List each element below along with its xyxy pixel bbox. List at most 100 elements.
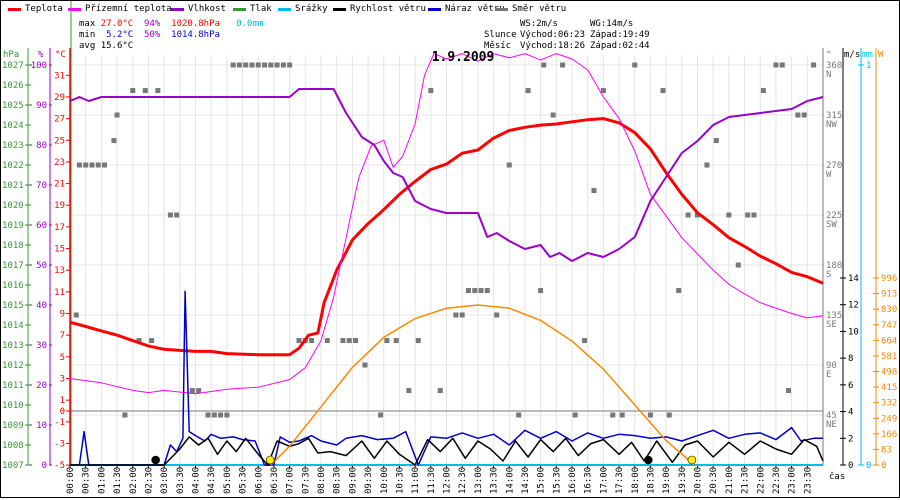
avg-label: avg <box>79 41 96 51</box>
wind-direction-point <box>196 388 202 394</box>
x-tick-label: 09:30 <box>364 467 374 494</box>
humidity-tick-label: 80 <box>36 141 47 151</box>
wind-direction-point <box>428 88 434 94</box>
x-tick-label: 10:00 <box>380 467 390 494</box>
legend-item: Srážky <box>278 4 328 14</box>
legend-swatch <box>8 7 21 11</box>
x-tick-label: 10:30 <box>395 467 405 494</box>
legend-label: Vlhkost <box>188 4 226 14</box>
legend-label: Směr větru <box>512 4 567 14</box>
series-teplota <box>69 117 824 357</box>
wind-direction-point <box>353 338 359 344</box>
x-tick-label: 23:30 <box>803 467 813 494</box>
wind-direction-point <box>189 388 195 394</box>
wind-direction-point <box>230 62 236 68</box>
hpa-tick-label: 1026 <box>2 81 24 91</box>
wind-direction-point <box>296 338 302 344</box>
wind-direction-point <box>478 288 484 294</box>
wind-direction-point <box>95 162 101 168</box>
legend-label: Teplota <box>25 4 63 14</box>
wind-direction-point <box>406 388 412 394</box>
wind-direction-point <box>111 138 117 144</box>
wind-direction-point <box>666 412 672 418</box>
x-tick-label: 15:30 <box>552 467 562 494</box>
solar-tick-label: 747 <box>881 321 897 331</box>
hpa-tick-label: 1009 <box>2 421 24 431</box>
x-tick-label: 21:00 <box>725 467 735 494</box>
x-axis-label: čas <box>829 471 845 482</box>
wind-direction-point <box>525 88 531 94</box>
x-tick-label: 20:30 <box>709 467 719 494</box>
x-tick-label: 00:30 <box>82 467 92 494</box>
x-tick-label: 19:00 <box>662 467 672 494</box>
solar-unit: W <box>878 50 884 60</box>
sunrise-marker <box>265 455 275 465</box>
wind-direction-point <box>494 312 500 318</box>
wind-direction-point <box>600 88 606 94</box>
hpa-tick-label: 1018 <box>2 241 24 251</box>
wind-direction-point <box>236 62 242 68</box>
wind-direction-point <box>760 88 766 94</box>
wind-direction-point <box>255 62 261 68</box>
ws-value: WS:2m/s <box>520 19 558 29</box>
wind-direction-point <box>735 262 741 268</box>
humidity-tick-label: 20 <box>36 381 47 391</box>
x-tick-label: 03:30 <box>176 467 186 494</box>
wind-direction-point <box>695 212 700 218</box>
x-tick-label: 15:00 <box>537 467 547 494</box>
humidity-tick-label: 90 <box>36 101 47 111</box>
direction-compass-label: E <box>826 370 831 380</box>
solar-tick-label: 498 <box>881 368 897 378</box>
temp-tick-label: -3 <box>54 439 65 449</box>
solar-tick-label: 249 <box>881 414 897 424</box>
direction-tick-label: 180 <box>826 261 842 271</box>
wind-direction-point <box>610 412 616 418</box>
series-n-raz-v-tru <box>70 290 823 466</box>
moonrise: Východ:18:26 <box>520 41 586 51</box>
wind-direction-point <box>676 288 682 294</box>
temp-tick-label: 29 <box>54 93 65 103</box>
x-tick-label: 14:30 <box>521 467 531 494</box>
wind-direction-point <box>378 412 384 418</box>
wind-direction-point <box>262 62 268 68</box>
wind-direction-point <box>726 212 732 218</box>
temp-tick-label: 11 <box>54 288 65 298</box>
sunset-marker <box>687 455 697 465</box>
wind-direction-point <box>384 338 390 344</box>
wind-direction-point <box>751 212 757 218</box>
wind-direction-point <box>459 312 465 318</box>
x-tick-label: 08:00 <box>317 467 327 494</box>
wind-direction-point <box>268 62 274 68</box>
humidity-tick-label: 50 <box>36 261 47 271</box>
temp-tick-label: 0 <box>60 407 65 417</box>
wind-tick-label: 6 <box>848 381 853 391</box>
x-tick-label: 19:30 <box>678 467 688 494</box>
wind-direction-point <box>685 212 691 218</box>
wg-value: WG:14m/s <box>590 19 634 29</box>
x-tick-label: 02:30 <box>144 467 154 494</box>
wind-direction-point <box>516 412 522 418</box>
wind-direction-point <box>811 62 817 68</box>
wind-direction-point <box>591 188 597 194</box>
wind-tick-label: 4 <box>848 408 853 418</box>
x-tick-label: 08:30 <box>333 467 343 494</box>
x-tick-label: 06:30 <box>270 467 280 494</box>
wind-direction-point <box>324 338 330 344</box>
moonset: Západ:02:44 <box>590 41 650 51</box>
wind-direction-point <box>465 288 471 294</box>
x-tick-label: 07:30 <box>301 467 311 494</box>
direction-unit: ° <box>826 50 831 60</box>
legend-swatch <box>171 7 184 11</box>
legend-item: Rychlost větru <box>333 4 426 14</box>
wind-direction-point <box>453 312 459 318</box>
wind-direction-point <box>211 412 217 418</box>
temp-tick-label: 21 <box>54 180 65 190</box>
humidity-tick-label: 70 <box>36 181 47 191</box>
humidity-tick-label: 40 <box>36 301 47 311</box>
x-tick-label: 20:00 <box>694 467 704 494</box>
legend-swatch <box>428 7 441 11</box>
wind-direction-point <box>785 388 791 394</box>
wind-direction-point <box>437 388 443 394</box>
